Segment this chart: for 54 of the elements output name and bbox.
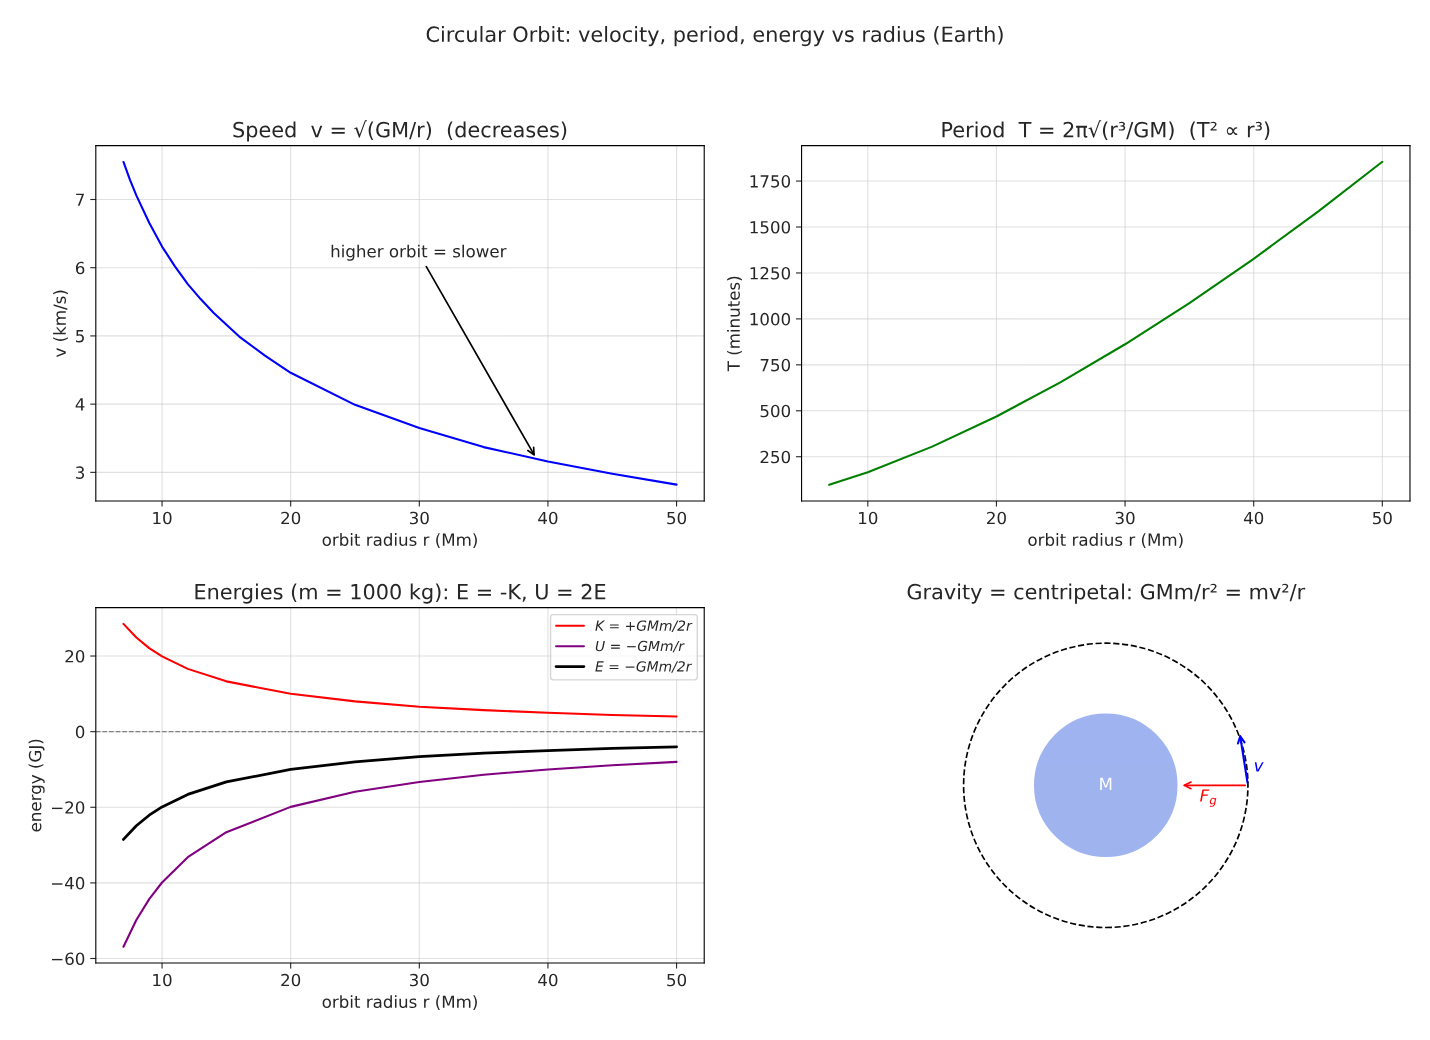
y-tick-label: 1750	[750, 175, 791, 188]
y-tick-label: −20	[51, 801, 85, 814]
y-axis-title: T (minutes)	[727, 276, 742, 372]
x-axis-title: orbit radius r (Mm)	[322, 533, 477, 548]
chart-title: Period T = 2π√(r³/GM) (T² ∝ r³)	[942, 120, 1270, 141]
x-tick-label: 40	[538, 511, 558, 525]
x-tick-label: 10	[859, 511, 878, 525]
text: M	[1100, 777, 1112, 790]
y-tick-label: 20	[65, 649, 85, 663]
line-series	[122, 160, 678, 486]
y-tick-label: 7	[76, 193, 84, 206]
text: v	[1254, 762, 1264, 772]
x-axis-title: orbit radius r (Mm)	[1028, 533, 1183, 548]
chart-title: Speed v = √(GM/r) (decreases)	[233, 120, 567, 142]
y-axis-title: v (km/s)	[53, 290, 68, 357]
y-tick-label: −40	[51, 876, 85, 890]
text: F$_{g}$	[1200, 789, 1217, 807]
y-tick-label: 1250	[750, 266, 791, 280]
x-tick-label: 20	[281, 511, 301, 525]
x-tick-label: 10	[153, 973, 172, 987]
text: Circular Orbit: velocity, period, energy vs radius (Earth)	[426, 26, 1003, 47]
y-tick-label: 3	[76, 466, 85, 479]
y-tick-label: 5	[76, 330, 84, 343]
x-tick-label: 20	[281, 973, 301, 987]
y-axis-title: energy (GJ)	[28, 739, 45, 832]
y-tick-label: 1000	[750, 312, 791, 326]
line-series	[122, 745, 678, 841]
annotation: higher orbit = slower	[331, 244, 507, 261]
y-tick-label: 500	[760, 404, 791, 418]
y-tick-label: 4	[75, 398, 85, 411]
x-tick-label: 40	[1243, 511, 1264, 525]
legend-label: U = −GMm/r	[595, 640, 685, 653]
y-tick-label: 250	[760, 450, 791, 464]
x-tick-label: 10	[153, 511, 172, 525]
text: Gravity = centripetal: GMm/r² = mv²/r	[907, 583, 1306, 604]
x-tick-label: 40	[538, 973, 558, 987]
line-series	[828, 160, 1384, 486]
x-tick-label: 50	[667, 511, 687, 525]
y-tick-label: −60	[51, 952, 85, 966]
legend-label: E = −GMm/2r	[595, 661, 693, 673]
y-tick-label: 0	[75, 725, 85, 739]
line-series	[122, 760, 678, 948]
y-tick-label: 6	[75, 261, 85, 275]
x-tick-label: 30	[1115, 511, 1135, 525]
x-tick-label: 30	[409, 511, 429, 525]
y-tick-label: 750	[760, 358, 791, 372]
x-tick-label: 30	[409, 973, 429, 987]
legend-label: K = +GMm/2r	[595, 620, 693, 632]
x-tick-label: 20	[987, 511, 1006, 525]
x-tick-label: 50	[667, 973, 687, 987]
y-tick-label: 1500	[750, 220, 791, 234]
x-axis-title: orbit radius r (Mm)	[322, 995, 477, 1010]
chart-title: Energies (m = 1000 kg): E = -K, U = 2E	[195, 583, 606, 604]
x-tick-label: 50	[1373, 511, 1392, 525]
